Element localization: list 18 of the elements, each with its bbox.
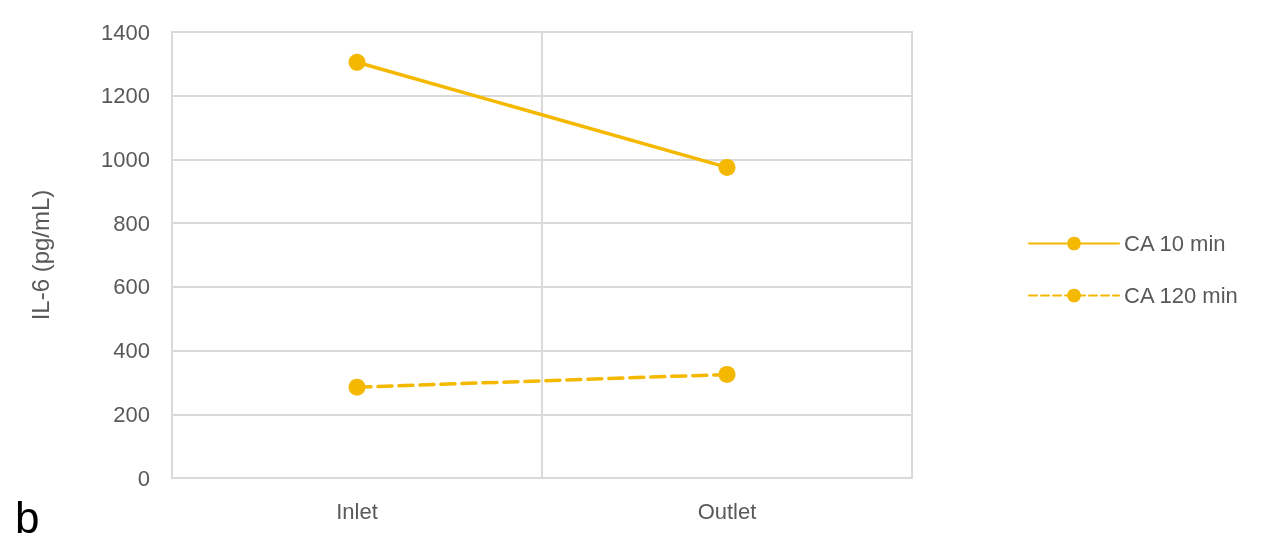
point: [348, 378, 366, 396]
y-tick-label: 0: [137, 465, 150, 491]
y-tick-label: 1400: [101, 19, 150, 45]
y-axis-title: IL-6 (pg/mL): [26, 189, 54, 321]
x-tick-label: Outlet: [697, 498, 757, 524]
y-tick-label: 1200: [101, 83, 150, 109]
y-tick-label: 200: [113, 401, 150, 427]
y-tick-label: 600: [113, 274, 150, 300]
legend-label: CA 10 min: [1124, 231, 1226, 256]
x-tick-label: Inlet: [336, 498, 378, 524]
point: [718, 158, 736, 176]
y-tick-label: 1000: [101, 146, 150, 172]
point: [718, 365, 736, 383]
text: b: [15, 492, 40, 539]
point: [348, 53, 366, 71]
y-tick-label: 800: [113, 210, 150, 236]
y-tick-label: 400: [113, 338, 150, 364]
legend-label: CA 120 min: [1124, 283, 1238, 308]
